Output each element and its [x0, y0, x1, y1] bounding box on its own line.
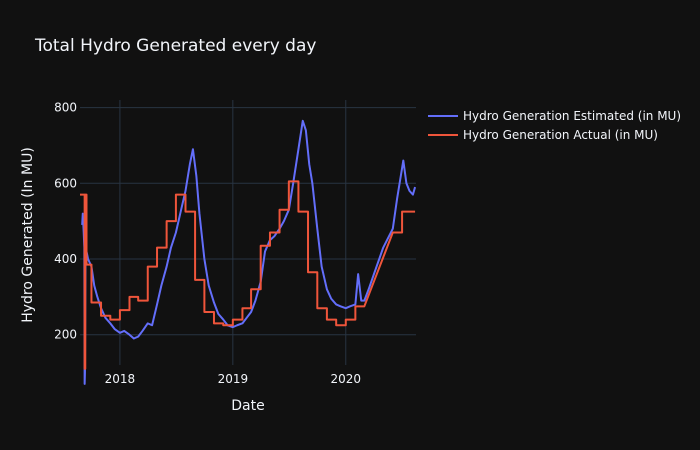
x-tick-label: 2018: [105, 372, 136, 386]
x-tick-label: 2019: [218, 372, 249, 386]
y-tick-label: 200: [54, 328, 77, 342]
grid: [80, 100, 416, 365]
series-line-actual: [80, 180, 416, 370]
legend-item-estimated[interactable]: Hydro Generation Estimated (in MU): [428, 109, 681, 123]
y-axis-title: Hydro Generated (In MU): [20, 147, 36, 323]
legend[interactable]: Hydro Generation Estimated (in MU) Hydro …: [428, 109, 681, 142]
legend-label: Hydro Generation Actual (in MU): [463, 128, 658, 142]
legend-item-actual[interactable]: Hydro Generation Actual (in MU): [428, 128, 658, 142]
x-axis-title: Date: [231, 398, 264, 414]
y-tick-label: 800: [54, 101, 77, 115]
chart-title: Total Hydro Generated every day: [34, 36, 316, 56]
y-axis-ticks: 200 400 600 800: [54, 101, 77, 342]
y-tick-label: 600: [54, 176, 77, 190]
y-tick-label: 400: [54, 252, 77, 266]
legend-label: Hydro Generation Estimated (in MU): [463, 109, 681, 123]
series-line-estimated: [81, 119, 417, 385]
series-layer: [80, 119, 417, 385]
x-axis-ticks: 2018 2019 2020: [105, 372, 361, 386]
x-tick-label: 2020: [330, 372, 361, 386]
